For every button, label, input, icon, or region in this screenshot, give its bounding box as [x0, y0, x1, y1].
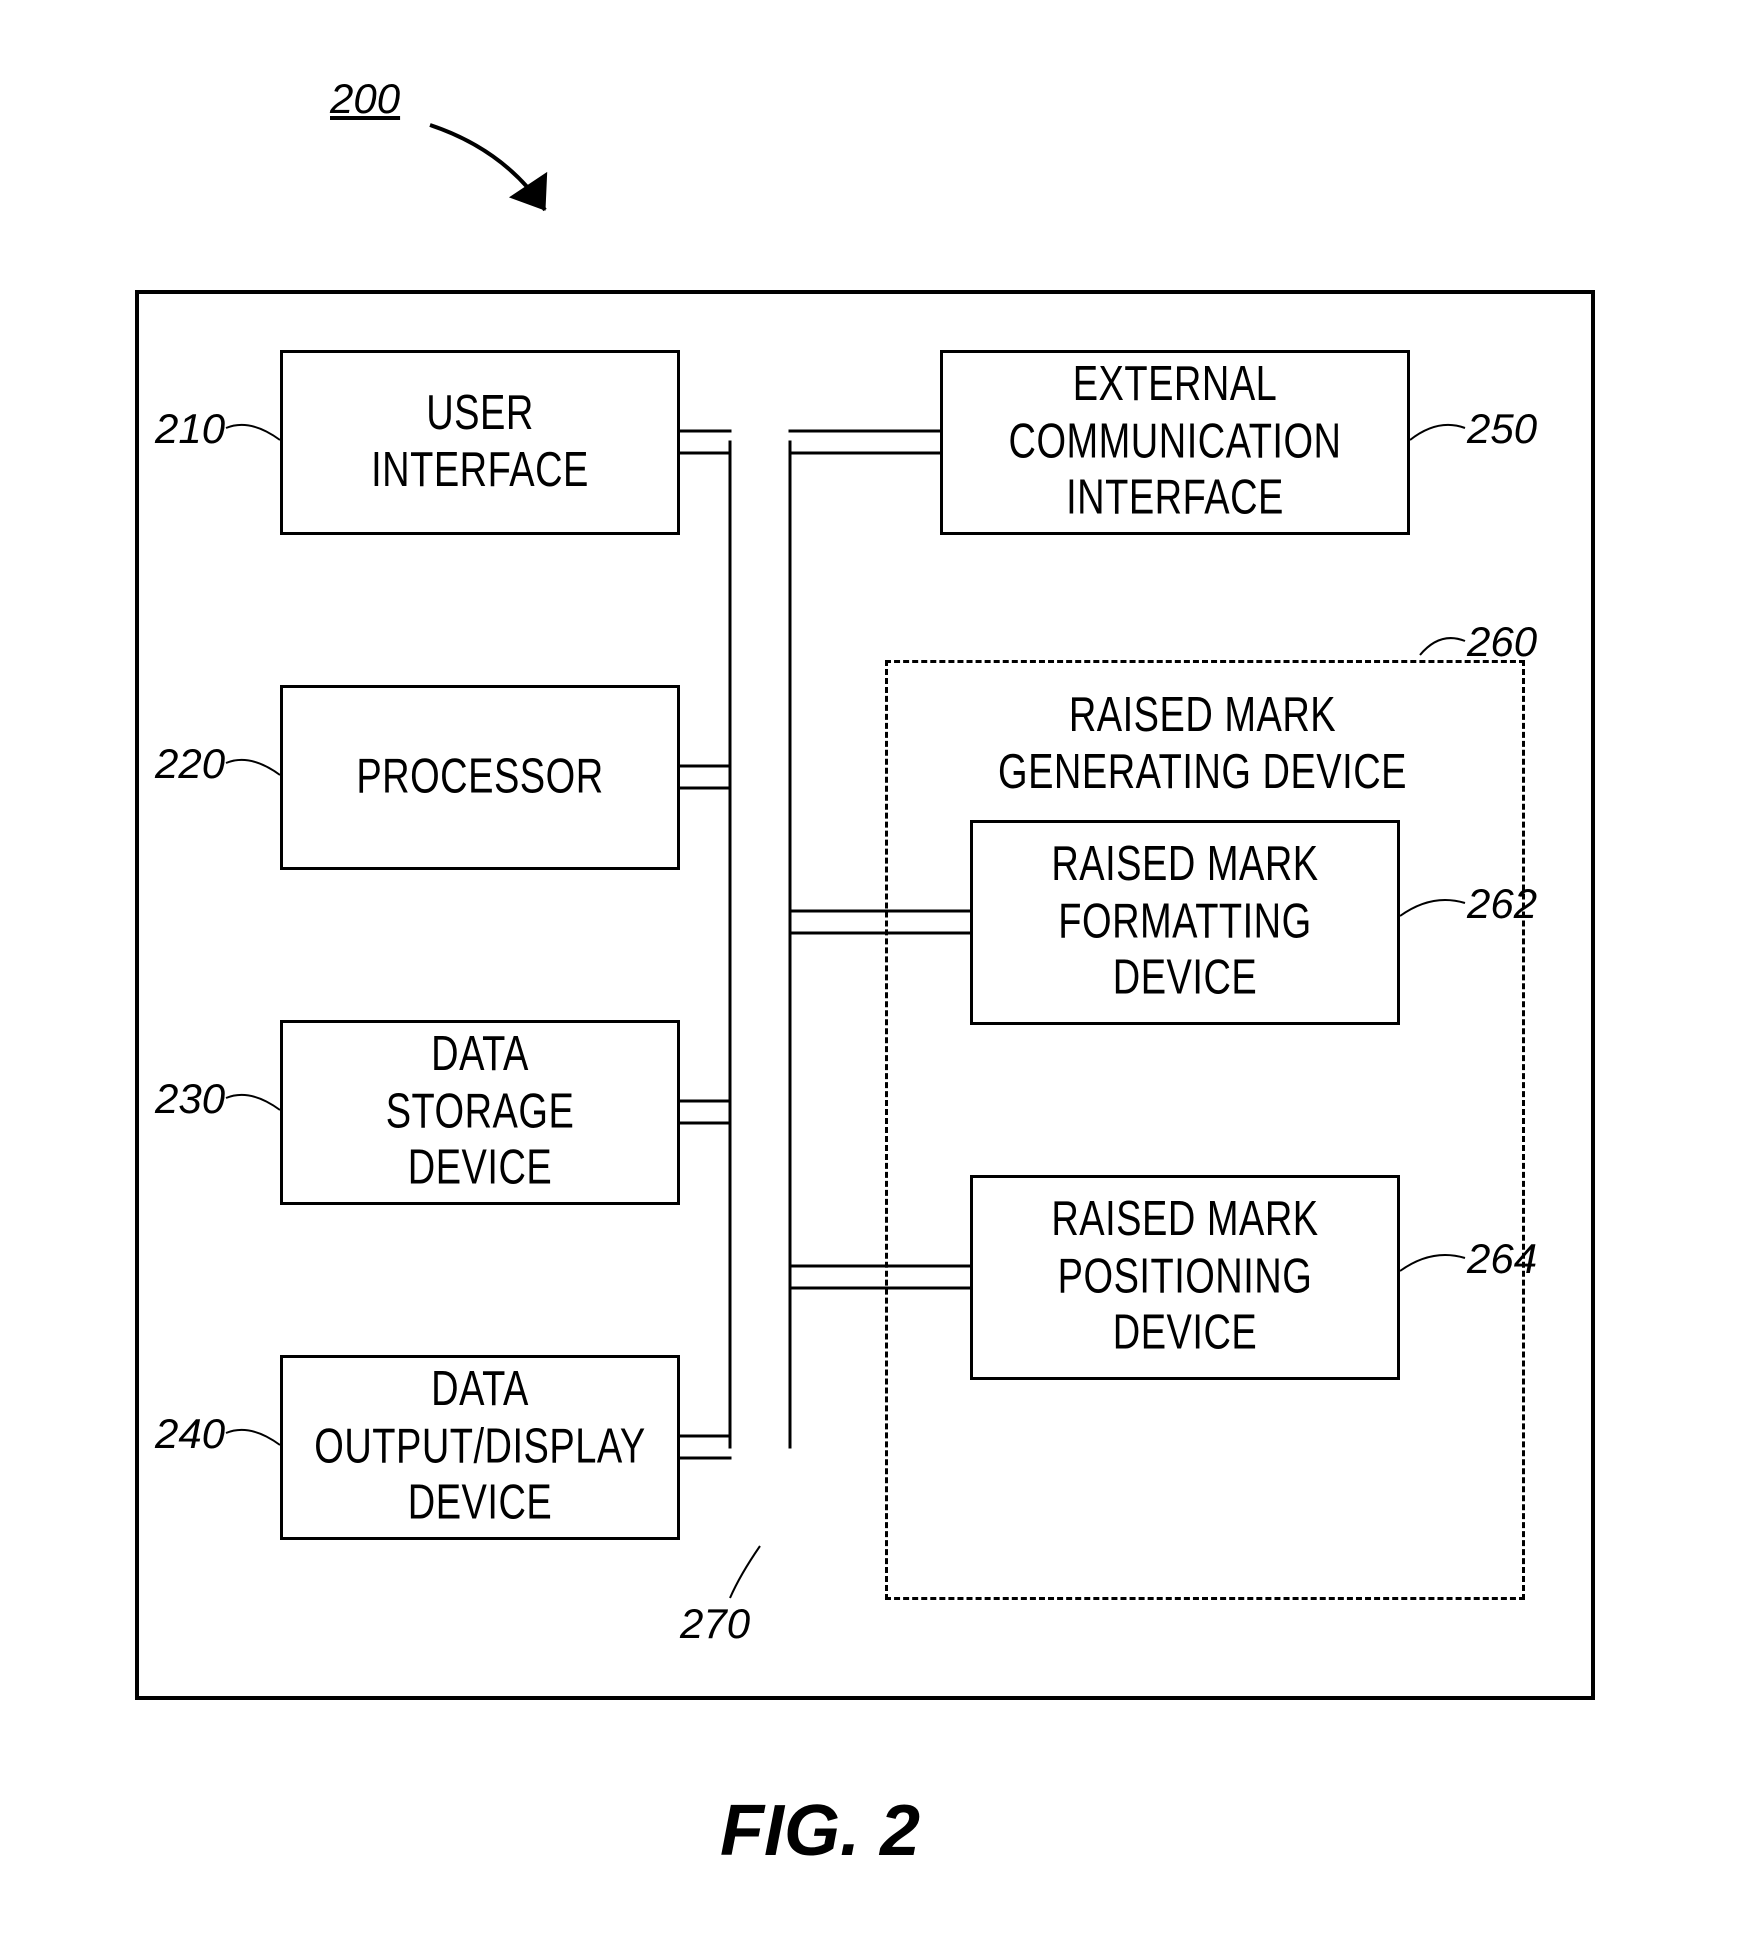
data-output-block: DATA OUTPUT/DISPLAY DEVICE: [280, 1355, 680, 1540]
ref-label-260: 260: [1467, 618, 1537, 666]
external-comm-block: EXTERNAL COMMUNICATION INTERFACE: [940, 350, 1410, 535]
processor-label: PROCESSOR: [356, 749, 603, 806]
user-interface-block: USER INTERFACE: [280, 350, 680, 535]
raised-format-label: RAISED MARK FORMATTING DEVICE: [1051, 837, 1318, 1007]
external-comm-label: EXTERNAL COMMUNICATION INTERFACE: [1009, 357, 1342, 527]
ref-label-230: 230: [155, 1075, 225, 1123]
ref-label-220: 220: [155, 740, 225, 788]
ref-label-262: 262: [1467, 880, 1537, 928]
user-interface-label: USER INTERFACE: [371, 386, 589, 500]
ref-label-200: 200: [330, 75, 400, 123]
data-output-label: DATA OUTPUT/DISPLAY DEVICE: [314, 1362, 645, 1532]
ref-label-250: 250: [1467, 405, 1537, 453]
data-storage-label: DATA STORAGE DEVICE: [386, 1027, 575, 1197]
figure-stage: 200 USER INTERFACE PROCESSOR DATA STORAG…: [0, 0, 1742, 1944]
ref-label-210: 210: [155, 405, 225, 453]
figure-caption: FIG. 2: [720, 1790, 920, 1872]
ref-label-264: 264: [1467, 1235, 1537, 1283]
data-storage-block: DATA STORAGE DEVICE: [280, 1020, 680, 1205]
raised-format-block: RAISED MARK FORMATTING DEVICE: [970, 820, 1400, 1025]
raised-position-label: RAISED MARK POSITIONING DEVICE: [1051, 1192, 1318, 1362]
raised-position-block: RAISED MARK POSITIONING DEVICE: [970, 1175, 1400, 1380]
ref-label-240: 240: [155, 1410, 225, 1458]
raised-gen-title-label: RAISED MARK GENERATING DEVICE: [998, 688, 1407, 802]
processor-block: PROCESSOR: [280, 685, 680, 870]
ref-label-270: 270: [680, 1600, 750, 1648]
raised-gen-title: RAISED MARK GENERATING DEVICE: [940, 695, 1465, 795]
